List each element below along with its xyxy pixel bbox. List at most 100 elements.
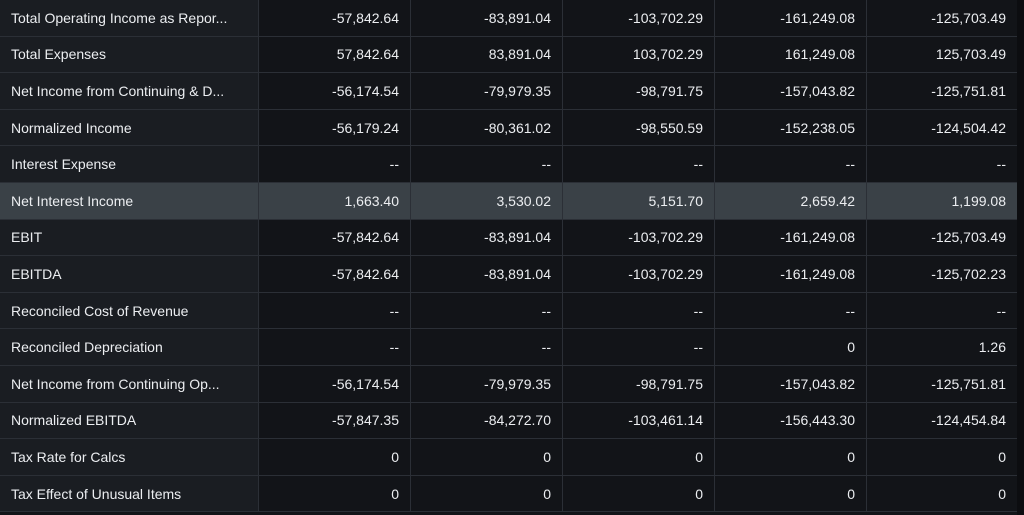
table-row[interactable]: Normalized EBITDA -57,847.35 -84,272.70 -10… xyxy=(0,402,1017,440)
table-row[interactable]: Tax Effect of Unusual Items 0 0 0 0 0 xyxy=(0,475,1017,513)
table-row[interactable]: Normalized Income -56,179.24 -80,361.02 -98… xyxy=(0,109,1017,147)
table-row[interactable]: Tax Rate for Calcs 0 0 0 0 0 xyxy=(0,439,1017,476)
row-value: -57,842.64 xyxy=(259,256,411,292)
row-value: -57,842.64 xyxy=(259,219,411,256)
row-value: -103,702.29 xyxy=(563,0,715,36)
row-value: 1,199.08 xyxy=(951,192,1007,209)
row-value: 0 xyxy=(998,485,1006,502)
row-value: -103,702.29 xyxy=(563,256,715,292)
row-value: -57,847.35 xyxy=(259,402,411,439)
row-value: 0 xyxy=(715,439,867,475)
row-value: -- xyxy=(411,329,563,365)
row-value: -57,842.64 xyxy=(259,0,411,36)
table-row[interactable]: Total Operating Income as Repor... -57,84… xyxy=(0,0,1017,37)
row-label: Normalized Income xyxy=(0,109,259,146)
row-value: -- xyxy=(715,292,867,329)
row-value: 0 xyxy=(411,475,563,512)
row-value: 103,702.29 xyxy=(563,36,715,73)
row-label: Total Operating Income as Repor... xyxy=(0,0,259,36)
vertical-scrollbar[interactable] xyxy=(1017,0,1024,515)
row-value: -- xyxy=(563,329,715,365)
row-label: EBITDA xyxy=(0,256,259,292)
row-value: -- xyxy=(563,292,715,329)
row-value: -125,703.49 xyxy=(931,229,1006,246)
row-value: -125,751.81 xyxy=(931,375,1006,392)
row-label: Tax Effect of Unusual Items xyxy=(0,475,259,512)
row-value: -161,249.08 xyxy=(715,256,867,292)
row-value: 0 xyxy=(715,475,867,512)
row-value: 1.26 xyxy=(978,339,1006,356)
row-label: Reconciled Depreciation xyxy=(0,329,259,365)
row-value: -98,550.59 xyxy=(563,109,715,146)
row-value: -83,891.04 xyxy=(411,256,563,292)
row-value: -- xyxy=(411,146,563,182)
row-value: 5,151.70 xyxy=(563,182,715,219)
row-value: -80,361.02 xyxy=(411,109,563,146)
row-value: 0 xyxy=(998,448,1006,465)
table-row[interactable]: Net Interest Income 1,663.40 3,530.02 5,151… xyxy=(0,182,1017,220)
table-row[interactable]: EBITDA -57,842.64 -83,891.04 -103,702.29 -16… xyxy=(0,256,1017,293)
row-label: Normalized EBITDA xyxy=(0,402,259,439)
row-value: -125,702.23 xyxy=(931,265,1006,282)
row-value: 0 xyxy=(715,329,867,365)
row-value: 83,891.04 xyxy=(411,36,563,73)
table-row[interactable]: Reconciled Cost of Revenue -- -- -- -- -- xyxy=(0,292,1017,330)
row-value: -- xyxy=(259,146,411,182)
row-value: -56,179.24 xyxy=(259,109,411,146)
row-value: 125,703.49 xyxy=(935,46,1006,63)
row-label: Tax Rate for Calcs xyxy=(0,439,259,475)
row-value: -- xyxy=(259,292,411,329)
row-value: -157,043.82 xyxy=(715,73,867,109)
row-label: Reconciled Cost of Revenue xyxy=(0,292,259,329)
row-value: 3,530.02 xyxy=(411,182,563,219)
row-value: 57,842.64 xyxy=(259,36,411,73)
table-row[interactable]: Net Income from Continuing & D... -56,174… xyxy=(0,73,1017,110)
table-row[interactable]: Interest Expense -- -- -- -- -- xyxy=(0,146,1017,183)
row-value: -156,443.30 xyxy=(715,402,867,439)
row-value: 0 xyxy=(563,439,715,475)
row-value: -83,891.04 xyxy=(411,0,563,36)
row-value: -161,249.08 xyxy=(715,0,867,36)
row-value: -56,174.54 xyxy=(259,73,411,109)
table-row[interactable]: EBIT -57,842.64 -83,891.04 -103,702.29 -161,… xyxy=(0,219,1017,257)
row-value: -98,791.75 xyxy=(563,73,715,109)
row-value: -103,702.29 xyxy=(563,219,715,256)
row-value: -157,043.82 xyxy=(715,365,867,402)
row-value: -103,461.14 xyxy=(563,402,715,439)
table-row[interactable]: Total Expenses 57,842.64 83,891.04 103,702.… xyxy=(0,36,1017,74)
row-label: Total Expenses xyxy=(0,36,259,73)
row-label: Net Interest Income xyxy=(0,182,259,219)
row-value: 0 xyxy=(563,475,715,512)
row-value: -84,272.70 xyxy=(411,402,563,439)
row-value: 0 xyxy=(259,475,411,512)
row-value: 0 xyxy=(411,439,563,475)
row-value: -83,891.04 xyxy=(411,219,563,256)
row-value: -152,238.05 xyxy=(715,109,867,146)
row-value: 2,659.42 xyxy=(715,182,867,219)
row-value: -- xyxy=(563,146,715,182)
row-value: -- xyxy=(411,292,563,329)
row-value: -124,504.42 xyxy=(931,119,1006,136)
row-value: -79,979.35 xyxy=(411,365,563,402)
row-value: -- xyxy=(259,329,411,365)
row-value: -125,751.81 xyxy=(931,82,1006,99)
table-row[interactable]: Reconciled Depreciation -- -- -- 0 1.26 xyxy=(0,329,1017,366)
row-value: -124,454.84 xyxy=(931,412,1006,429)
row-value: -- xyxy=(715,146,867,182)
row-value: -- xyxy=(996,302,1006,319)
row-label: EBIT xyxy=(0,219,259,256)
row-value: -98,791.75 xyxy=(563,365,715,402)
row-value: 161,249.08 xyxy=(715,36,867,73)
row-value: 0 xyxy=(259,439,411,475)
row-value: -79,979.35 xyxy=(411,73,563,109)
row-label: Net Income from Continuing & D... xyxy=(0,73,259,109)
row-value: 1,663.40 xyxy=(259,182,411,219)
row-value: -- xyxy=(996,156,1006,173)
row-value: -161,249.08 xyxy=(715,219,867,256)
row-value: -56,174.54 xyxy=(259,365,411,402)
row-label: Net Income from Continuing Op... xyxy=(0,365,259,402)
row-value: -125,703.49 xyxy=(931,9,1006,26)
table-row[interactable]: Net Income from Continuing Op... -56,174.… xyxy=(0,365,1017,403)
row-label: Interest Expense xyxy=(0,146,259,182)
